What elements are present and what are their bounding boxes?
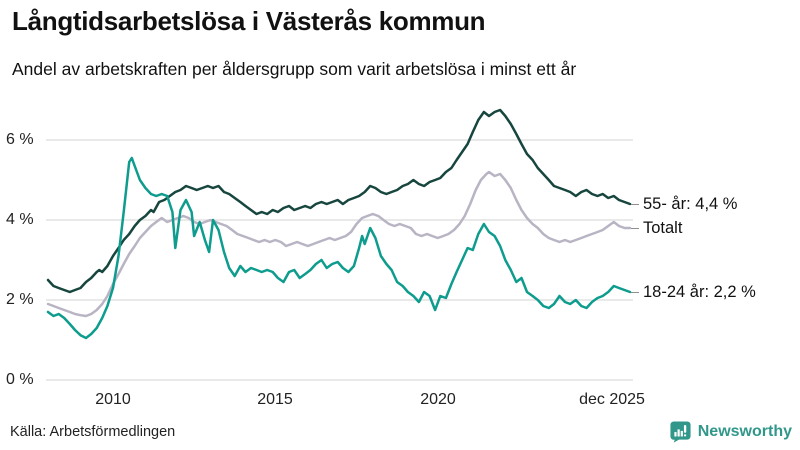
y-axis-tick-4: 4 %: [6, 211, 34, 228]
series-end-label-text: 18-24 år: 2,2 %: [643, 283, 756, 301]
x-axis-tick-2020: 2020: [420, 391, 456, 408]
brand-name: Newsworthy: [697, 422, 792, 440]
series-end-label-totalt: Totalt: [631, 217, 682, 239]
source-note: Källa: Arbetsförmedlingen: [10, 424, 176, 440]
series-end-label-55: 55- år: 4,4 %: [631, 193, 737, 215]
chart-subtitle: Andel av arbetskraften per åldersgrupp s…: [12, 59, 577, 79]
series-tick-dash: [631, 227, 639, 229]
x-axis-tick-dec-2025: dec 2025: [579, 391, 645, 408]
x-axis-tick-2010: 2010: [95, 391, 131, 408]
x-axis-tick-2015: 2015: [257, 391, 293, 408]
series-end-label-18-24: 18-24 år: 2,2 %: [631, 281, 756, 303]
series-end-label-text: Totalt: [643, 219, 683, 237]
y-axis-tick-0: 0 %: [6, 371, 34, 388]
series-tick-dash: [631, 291, 639, 293]
series-tick-dash: [631, 203, 639, 205]
y-axis-tick-2: 2 %: [6, 291, 34, 308]
y-axis-tick-6: 6 %: [6, 131, 34, 148]
bar-chart-speech-bubble-icon: [670, 421, 691, 443]
series-end-label-text: 55- år: 4,4 %: [643, 195, 738, 213]
newsworthy-brand-link[interactable]: Newsworthy: [669, 420, 792, 443]
page-title: Långtidsarbetslösa i Västerås kommun: [12, 6, 486, 36]
